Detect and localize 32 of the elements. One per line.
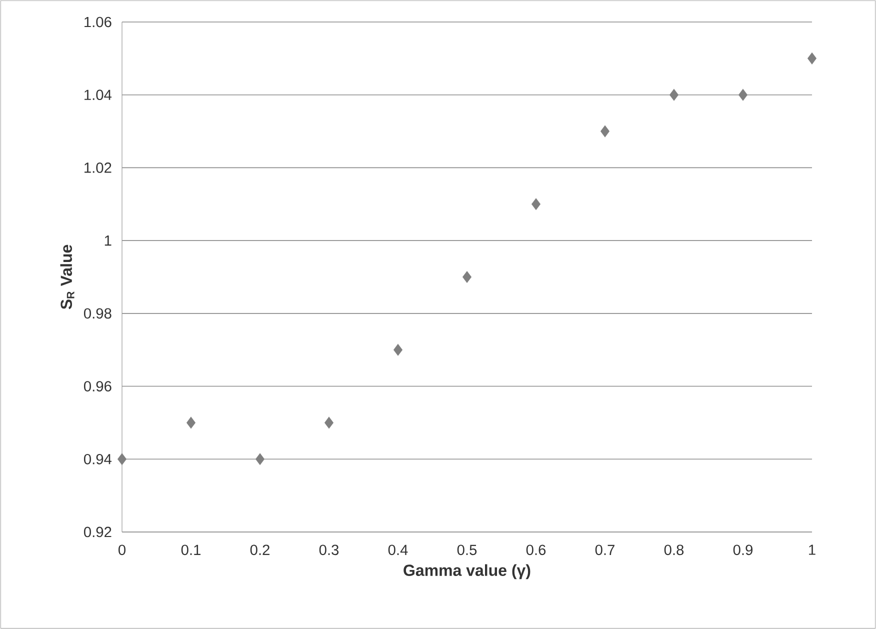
x-axis-title: Gamma value (γ) [404, 564, 530, 580]
point [808, 52, 816, 64]
x-tick-label: 0.2 [250, 544, 270, 556]
x-tick-label: 0.8 [664, 544, 684, 556]
y-tick-label: 0.98 [84, 308, 112, 319]
y-tick-label: 1.02 [84, 162, 112, 173]
point [738, 88, 748, 101]
y-axis-title: S$_{R}$ Value [60, 244, 74, 310]
point [118, 453, 126, 466]
x-tick-label: 0.1 [181, 544, 200, 556]
point [532, 198, 540, 210]
x-tick-label: 0.4 [388, 544, 408, 556]
x-tick-label: 0 [118, 544, 126, 556]
point [324, 416, 334, 429]
y-tick-label: 1 [104, 236, 112, 246]
x-tick-label: 0.3 [319, 544, 339, 556]
point [186, 416, 196, 429]
x-tick-label: 0.7 [595, 544, 614, 556]
y-tick-label: 1.04 [84, 90, 112, 100]
x-tick-label: 1 [809, 544, 816, 555]
point [462, 271, 472, 283]
point [256, 453, 264, 466]
y-tick-label: 1.06 [84, 16, 112, 28]
x-tick-label: 0.5 [457, 544, 477, 556]
point [600, 125, 610, 138]
y-tick-label: 0.92 [84, 526, 112, 538]
point [394, 344, 402, 356]
x-tick-label: 0.6 [526, 544, 546, 556]
y-tick-label: 0.94 [84, 454, 112, 464]
y-tick-label: 0.96 [84, 381, 112, 392]
point [670, 88, 678, 101]
x-tick-label: 0.9 [733, 544, 752, 556]
